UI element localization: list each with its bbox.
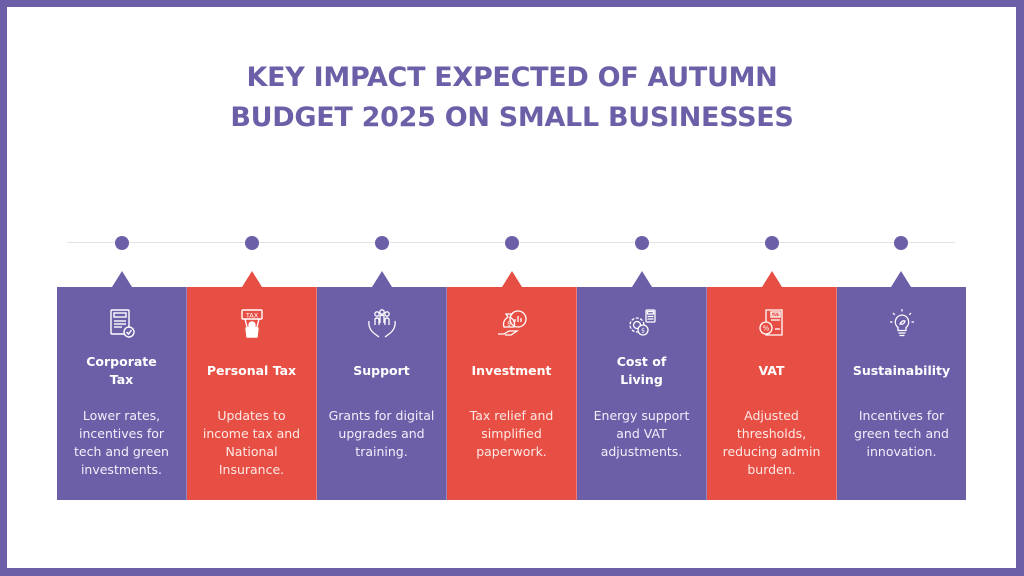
svg-text:VAT: VAT	[771, 312, 780, 318]
card-description: Tax relief and simplified paperwork.	[469, 408, 554, 459]
title-line-2: BUDGET 2025 ON SMALL BUSINESSES	[230, 102, 794, 133]
page-title: KEY IMPACT EXPECTED OF AUTUMN BUDGET 202…	[0, 58, 1024, 138]
pointer-3	[372, 271, 392, 287]
card-sustainability: Sustainability Incentives for green tech…	[837, 287, 966, 500]
card-heading: Corporate Tax	[86, 354, 157, 387]
svg-text:TAX: TAX	[244, 312, 258, 320]
timeline-dot-5	[635, 236, 649, 250]
card-cost-of-living: $ Cost of Living Energy support and VAT a…	[577, 287, 707, 500]
card-description: Lower rates, incentives for tech and gre…	[74, 408, 169, 477]
person-holding-tax-sign-icon: TAX	[235, 307, 269, 341]
card-heading: Support	[353, 363, 410, 378]
svg-text:%: %	[762, 325, 769, 333]
timeline-dot-7	[894, 236, 908, 250]
timeline-dot-3	[375, 236, 389, 250]
card-description: Energy support and VAT adjustments.	[593, 408, 690, 459]
card-vat: VAT % VAT Adjusted thresholds, reducing …	[707, 287, 837, 500]
pointer-7	[891, 271, 911, 287]
card-investment: $ Investment Tax relief and simplified p…	[447, 287, 577, 500]
title-line-1: KEY IMPACT EXPECTED OF AUTUMN	[246, 62, 778, 93]
hand-money-bag-chart-icon: $	[495, 307, 529, 341]
card-description: Grants for digital upgrades and training…	[328, 408, 435, 459]
timeline-dot-4	[505, 236, 519, 250]
card-heading: Sustainability	[852, 363, 951, 378]
impact-panel: Corporate Tax Lower rates, incentives for…	[57, 287, 966, 500]
gear-money-calculator-icon: $	[625, 307, 659, 341]
vat-document-percent-icon: VAT %	[755, 307, 789, 341]
timeline-dot-2	[245, 236, 259, 250]
card-heading: VAT	[758, 363, 785, 378]
svg-text:$: $	[507, 321, 511, 328]
tax-document-check-icon	[105, 307, 139, 341]
pointer-5	[632, 271, 652, 287]
svg-text:$: $	[641, 328, 645, 335]
card-heading: Personal Tax	[206, 363, 297, 378]
card-description: Incentives for green tech and innovation…	[854, 408, 949, 459]
pointer-6	[762, 271, 782, 287]
card-support: Support Grants for digital upgrades and …	[317, 287, 447, 500]
card-corporate-tax: Corporate Tax Lower rates, incentives for…	[57, 287, 187, 500]
card-description: Adjusted thresholds, reducing admin burd…	[722, 408, 821, 477]
pointer-2	[242, 271, 262, 287]
pointer-1	[112, 271, 132, 287]
card-description: Updates to income tax and National Insur…	[202, 408, 301, 477]
card-heading: Cost of Living	[616, 354, 667, 387]
card-heading: Investment	[471, 363, 552, 378]
timeline-dot-1	[115, 236, 129, 250]
pointer-4	[502, 271, 522, 287]
lightbulb-leaf-icon	[885, 307, 919, 341]
card-personal-tax: TAX Personal Tax Updates to income tax a…	[187, 287, 317, 500]
timeline-dot-6	[765, 236, 779, 250]
hands-supporting-people-icon	[365, 307, 399, 341]
